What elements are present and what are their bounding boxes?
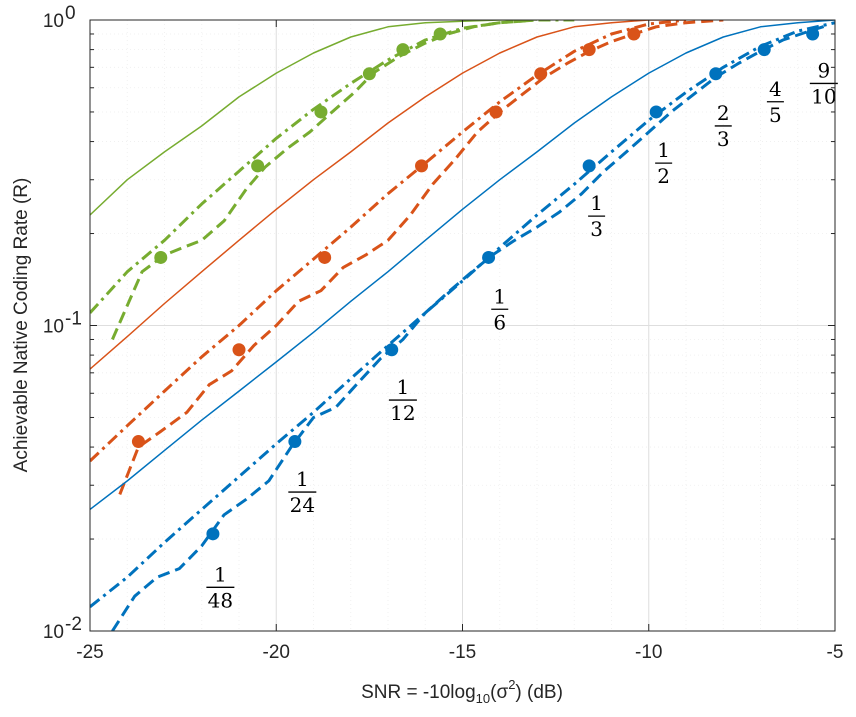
blue-markers-point [709, 67, 723, 81]
y-tick-label-exponent: -1 [65, 309, 82, 330]
blue-markers-point [649, 105, 663, 119]
x-tick-label: -5 [827, 642, 844, 663]
green-markers-point [362, 67, 376, 81]
fraction-numerator: 1 [397, 375, 410, 399]
fraction-numerator: 1 [657, 138, 670, 162]
fraction-denominator: 48 [208, 588, 233, 612]
green-dashed-line [111, 20, 538, 341]
fraction-denominator: 10 [811, 84, 836, 108]
orange-markers-point [318, 250, 332, 264]
green-markers-point [433, 27, 447, 41]
x-axis-title-mid: (σ [490, 682, 508, 703]
fraction-denominator: 24 [290, 493, 315, 517]
orange-markers-point [131, 435, 145, 449]
blue-markers-point [288, 435, 302, 449]
x-axis-title-sup: 2 [508, 677, 515, 692]
x-axis-title-prefix: SNR = -10log [361, 682, 476, 703]
y-tick-label-exponent: 0 [65, 3, 76, 24]
y-tick-label-exponent: -2 [65, 614, 82, 635]
x-tick-label: -10 [635, 642, 662, 663]
orange-markers-point [534, 67, 548, 81]
fraction-numerator: 4 [769, 77, 782, 101]
green-markers-point [251, 159, 265, 173]
grid-lines [90, 20, 835, 631]
blue-markers-point [582, 159, 596, 173]
green-markers-point [314, 105, 328, 119]
orange-dashed-line [118, 20, 724, 495]
orange-dashdot-line [90, 20, 687, 463]
fraction-denominator: 3 [590, 217, 603, 241]
fraction-numerator: 9 [817, 58, 830, 82]
blue-markers-point [757, 43, 771, 57]
orange-markers-point [489, 105, 503, 119]
fraction-denominator: 12 [390, 401, 415, 425]
blue-markers-point [806, 27, 820, 41]
green-markers-point [396, 43, 410, 57]
x-tick-label: -20 [263, 642, 290, 663]
fraction-numerator: 1 [590, 191, 603, 215]
x-axis-title-suffix: ) (dB) [515, 682, 563, 703]
blue-solid-line [90, 20, 835, 510]
y-tick-label: 10 [43, 11, 64, 32]
orange-markers-point [415, 159, 429, 173]
fraction-numerator: 2 [717, 101, 730, 125]
y-axis-title: Achievable Native Coding Rate (R) [11, 178, 32, 473]
axis-ticks [89, 19, 836, 632]
y-tick-label: 10 [43, 622, 64, 643]
blue-dashed-line [111, 23, 828, 631]
green-markers-point [154, 250, 168, 264]
y-tick-label: 10 [43, 317, 64, 338]
fraction-denominator: 5 [769, 103, 782, 127]
orange-markers-point [232, 343, 246, 357]
x-tick-label: -25 [76, 642, 103, 663]
fraction-numerator: 1 [296, 467, 309, 491]
fraction-denominator: 3 [717, 127, 730, 151]
orange-markers-point [627, 27, 641, 41]
fraction-denominator: 6 [493, 310, 506, 334]
blue-markers-point [206, 527, 220, 541]
blue-markers-point [482, 250, 496, 264]
fraction-denominator: 2 [657, 164, 670, 188]
x-tick-labels: -25 -20 -15 -10 -5 [76, 642, 843, 663]
orange-markers-point [582, 43, 596, 57]
x-tick-label: -15 [449, 642, 476, 663]
x-axis-title: SNR = -10log10(σ2) (dB) [361, 677, 563, 706]
orange-solid-line [90, 20, 686, 370]
blue-markers-point [385, 343, 399, 357]
x-axis-title-sub: 10 [476, 691, 490, 706]
marker-layer [131, 27, 820, 541]
fraction-numerator: 1 [214, 562, 227, 586]
fraction-numerator: 1 [493, 284, 506, 308]
